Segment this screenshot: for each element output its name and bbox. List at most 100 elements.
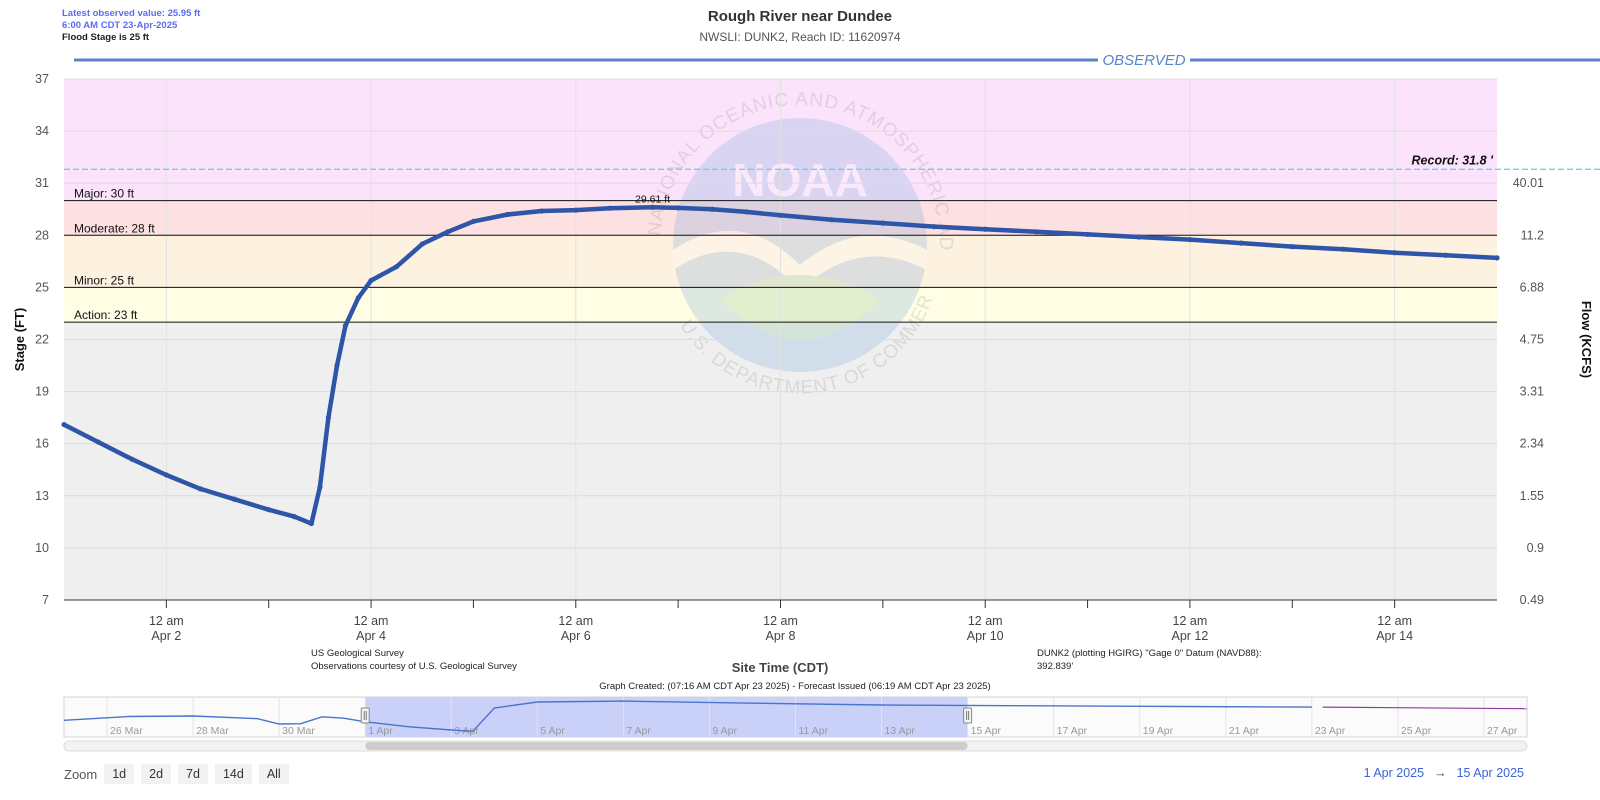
y-tick-label: 13 — [35, 489, 49, 503]
chart-subtitle: NWSLI: DUNK2, Reach ID: 11620974 — [699, 30, 901, 44]
observed-point — [334, 362, 340, 369]
flood-stage-note: Flood Stage is 25 ft — [62, 32, 150, 43]
observed-point — [1136, 234, 1142, 240]
navigator-date-label: 27 Apr — [1487, 725, 1518, 737]
y-tick-label: 34 — [35, 124, 49, 138]
x-tick-label-time: 12 am — [1173, 614, 1208, 628]
zoom-controls: Zoom 1d 2d 7d 14d All — [64, 764, 289, 784]
stage-axis: 7 10 13 16 19 22 25 28 31 34 37 Stage (FT) — [12, 72, 49, 607]
observed-point — [129, 456, 135, 462]
observed-point — [931, 224, 937, 230]
zoom-all-button[interactable]: All — [258, 764, 289, 784]
observed-point — [649, 204, 656, 210]
latest-observation-info: Latest observed value: 25.95 ft 6:00 AM … — [62, 8, 200, 44]
y2-tick-label: 4.75 — [1520, 333, 1544, 347]
source-line-1: US Geological Survey — [311, 648, 404, 659]
observed-point — [1340, 246, 1347, 252]
navigator-date-label: 9 Apr — [712, 725, 737, 737]
y-tick-label: 22 — [35, 333, 49, 347]
navigator-scrollbar-thumb[interactable] — [365, 742, 968, 750]
navigator-left-handle[interactable] — [360, 707, 370, 724]
navigator-date-label: 11 Apr — [799, 725, 829, 737]
threshold-label: Minor: 25 ft — [74, 273, 135, 287]
observed-point — [163, 472, 169, 478]
observed-point — [266, 507, 272, 513]
observed-point — [394, 263, 400, 270]
navigator-date-label: 13 Apr — [885, 725, 916, 737]
y2-tick-label: 40.01 — [1513, 176, 1544, 190]
datum-line-2: 392.839' — [1037, 661, 1073, 672]
y-tick-label: 7 — [42, 593, 49, 607]
observed-label: OBSERVED — [1102, 52, 1185, 69]
navigator-date-label: 26 Mar — [110, 725, 143, 737]
observed-point — [470, 218, 477, 225]
observed-point — [1289, 243, 1295, 250]
zoom-14d-button[interactable]: 14d — [214, 764, 252, 784]
x-tick-label-date: Apr 10 — [967, 629, 1004, 643]
observed-point — [743, 209, 749, 215]
range-to[interactable]: 15 Apr 2025 — [1456, 766, 1524, 780]
x-tick-label-date: Apr 14 — [1376, 629, 1413, 643]
observed-point — [308, 520, 314, 527]
observed-point — [325, 415, 332, 421]
observed-point — [607, 205, 613, 211]
x-tick-label-time: 12 am — [354, 614, 389, 628]
y2-tick-label: 1.55 — [1520, 489, 1544, 503]
y-tick-label: 16 — [35, 437, 49, 451]
y2-tick-label: 2.34 — [1520, 437, 1544, 451]
y2-tick-label: 0.9 — [1527, 541, 1544, 555]
navigator-observed-line — [63, 700, 1312, 733]
navigator-date-label: 7 Apr — [626, 725, 651, 737]
threshold-label: Major: 30 ft — [74, 187, 135, 201]
observed-point — [1084, 231, 1091, 238]
observed-point — [1392, 250, 1398, 256]
zoom-2d-button[interactable]: 2d — [141, 764, 172, 784]
observed-point — [982, 226, 988, 232]
observed-band: OBSERVED — [74, 52, 1600, 69]
navigator-forecast-line — [1322, 706, 1528, 710]
range-from[interactable]: 1 Apr 2025 — [1363, 766, 1425, 780]
observed-point — [829, 217, 835, 223]
navigator-date-label: 1 Apr — [368, 725, 393, 737]
observed-point — [317, 484, 323, 490]
observed-point — [231, 496, 238, 502]
y2-tick-label: 11.2 — [1521, 228, 1544, 242]
observed-point — [1238, 240, 1244, 246]
zoom-1d-button[interactable]: 1d — [104, 764, 135, 784]
zoom-7d-button[interactable]: 7d — [178, 764, 208, 784]
observed-point — [1443, 252, 1449, 258]
observed-point — [419, 241, 425, 247]
observed-point — [368, 277, 374, 284]
flood-threshold-lines: Major: 30 ft Moderate: 28 ft Minor: 25 ft A… — [64, 187, 1497, 323]
observed-point — [1187, 237, 1193, 243]
x-tick-label-date: Apr 4 — [356, 629, 386, 643]
navigator-date-label: 23 Apr — [1315, 725, 1346, 737]
chart-footer: US Geological Survey Observations courtes… — [311, 648, 1262, 692]
x-tick-label-time: 12 am — [558, 614, 593, 628]
navigator-date-label: 25 Apr — [1401, 725, 1432, 737]
observed-point — [1494, 255, 1500, 261]
record-line: Record: 31.8 ' — [64, 153, 1600, 171]
x-tick-label-date: Apr 6 — [561, 629, 591, 643]
navigator-right-handle[interactable] — [963, 707, 973, 724]
observed-point — [342, 323, 349, 329]
chart-title: Rough River near Dundee — [707, 8, 893, 25]
y-tick-label: 25 — [35, 280, 49, 294]
y2-tick-label: 0.49 — [1520, 593, 1544, 607]
svg-text:NOAA: NOAA — [732, 154, 867, 206]
y-tick-label: 19 — [35, 385, 49, 399]
date-range-display: 1 Apr 2025 → 15 Apr 2025 — [1364, 766, 1524, 780]
threshold-label: Moderate: 28 ft — [74, 221, 155, 235]
observed-point — [880, 220, 886, 226]
navigator-date-label: 15 Apr — [971, 725, 1002, 737]
x-tick-label-time: 12 am — [968, 614, 1003, 628]
navigator-date-label: 5 Apr — [540, 725, 565, 737]
y-axis-title: Stage (FT) — [12, 308, 27, 372]
observed-point — [675, 205, 681, 211]
latest-observed-value: Latest observed value: 25.95 ft — [62, 8, 201, 19]
observed-point — [709, 206, 715, 212]
y-tick-label: 28 — [35, 228, 49, 242]
x-tick-label-date: Apr 8 — [766, 629, 796, 643]
